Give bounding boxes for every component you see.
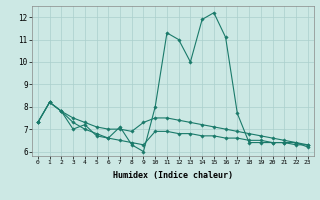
X-axis label: Humidex (Indice chaleur): Humidex (Indice chaleur) [113, 171, 233, 180]
